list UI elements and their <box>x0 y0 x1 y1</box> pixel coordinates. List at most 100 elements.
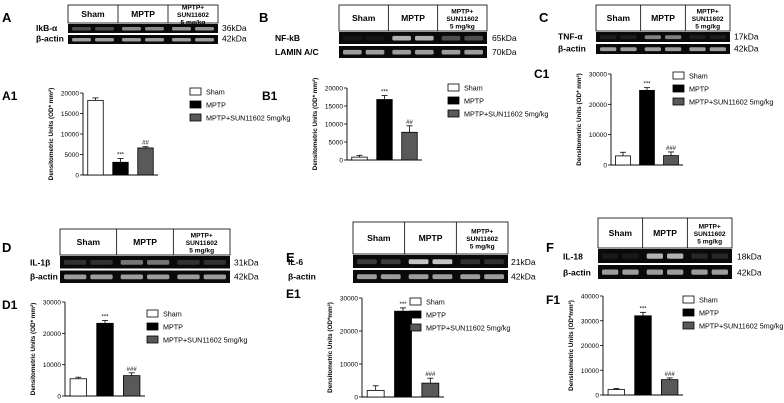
legend: Sham MPTP MPTP+SUN11602 5mg/kg <box>672 72 773 107</box>
protein-label: NF-kB <box>275 33 300 43</box>
y-tick-label: 0 <box>354 395 358 402</box>
subpanel-label: C1 <box>534 67 550 81</box>
blot-band <box>120 274 143 280</box>
legend-swatch <box>682 308 695 317</box>
y-tick-label: 15000 <box>61 111 79 118</box>
significance-label: *** <box>381 90 389 96</box>
subpanel-label: F1 <box>546 293 560 307</box>
lane-label: MPTP+ <box>451 8 473 15</box>
subpanel-label: A1 <box>2 89 18 103</box>
legend-swatch <box>409 297 422 306</box>
lane-label: MPTP <box>133 237 157 247</box>
y-tick-label: 15000 <box>325 104 343 111</box>
bar-chart: 0 5000 10000 15000 20000 Densitometric Units … <box>312 78 422 170</box>
y-tick-label: 20000 <box>340 329 358 336</box>
kda-label: 21kDa <box>511 257 536 267</box>
blot-band <box>64 274 87 280</box>
bar-sun <box>401 131 418 161</box>
control-label: LAMIN A/C <box>275 47 319 57</box>
lane-label: 5 mg/kg <box>450 24 475 31</box>
y-tick-label: 20000 <box>581 343 599 350</box>
y-axis-label: Densitometric Units (OD* mm²) <box>576 73 583 165</box>
significance-label: ### <box>425 372 436 378</box>
blot-band <box>484 259 504 265</box>
legend-label: Sham <box>689 72 708 81</box>
control-kda-label: 42kDa <box>737 267 762 277</box>
blot-band <box>600 35 617 40</box>
panel-letter: C <box>539 10 549 25</box>
subpanel-label: D1 <box>2 298 18 312</box>
lane-label: 5 mg/kg <box>470 244 495 251</box>
blot-band <box>343 49 362 55</box>
blot-band <box>357 274 377 280</box>
legend-label: MPTP <box>464 97 484 106</box>
legend-label: Sham <box>426 298 445 307</box>
legend-label: MPTP+SUN11602 5mg/kg <box>689 98 773 107</box>
blot-band <box>72 27 91 31</box>
kda-label: 36kDa <box>222 23 247 33</box>
lane-label: 5 mg/kg <box>189 248 214 255</box>
significance-label: *** <box>117 153 125 159</box>
legend-label: Sham <box>699 296 718 305</box>
lane-label: Sham <box>367 233 391 243</box>
blot-band <box>644 47 661 52</box>
blot-band <box>441 35 461 41</box>
legend-label: MPTP <box>426 311 446 320</box>
legend: Sham MPTP MPTP+SUN11602 5mg/kg <box>447 84 548 119</box>
y-tick-label: 30000 <box>581 318 599 325</box>
bar-mptp <box>394 310 412 398</box>
lane-label: MPTP+ <box>191 232 213 239</box>
kda-label: 65kDa <box>492 33 517 43</box>
significance-label: *** <box>639 306 647 312</box>
bar-sham <box>615 155 631 166</box>
blot-band <box>484 274 504 280</box>
lane-label: Sham <box>352 13 376 23</box>
blot-band <box>380 274 401 280</box>
blot-band <box>464 35 483 41</box>
lane-label: MPTP <box>401 13 425 23</box>
legend-swatch <box>672 84 685 93</box>
bar-sun <box>137 147 154 176</box>
bar-sun <box>663 155 679 166</box>
blot-band <box>72 38 91 42</box>
y-tick-label: 30000 <box>340 296 358 303</box>
legend-swatch <box>447 109 460 118</box>
control-blot-strip <box>68 35 218 44</box>
legend: Sham MPTP MPTP+SUN11602 5mg/kg <box>146 310 247 345</box>
legend-label: MPTP+SUN11602 5mg/kg <box>699 322 783 331</box>
blot-band <box>172 38 191 42</box>
y-axis-label: Densitometric Units (OD*mm²) <box>327 302 334 393</box>
kda-label: 31kDa <box>234 257 259 267</box>
target-blot-strip <box>60 256 230 269</box>
legend: Sham MPTP MPTP+SUN11602 5mg/kg <box>189 88 290 123</box>
y-tick-label: 10000 <box>340 362 358 369</box>
blot-band <box>689 35 706 40</box>
control-label: β-actin <box>288 272 316 282</box>
blot-band <box>90 260 113 265</box>
blot-band <box>177 260 200 265</box>
lane-label: SUN11602 <box>694 231 726 238</box>
lane-label: SUN11602 <box>466 236 498 243</box>
lane-label: 5 mg/kg <box>695 24 720 31</box>
legend-label: Sham <box>163 310 182 319</box>
lane-label: MPTP+ <box>471 228 493 235</box>
y-tick-label: 30000 <box>43 300 61 307</box>
legend-swatch <box>146 322 159 331</box>
y-axis-label: Densitometric Units (OD* mm²) <box>48 88 55 180</box>
blot-header-box <box>595 4 731 32</box>
target-blot-strip <box>353 255 508 268</box>
blot-band <box>147 274 170 280</box>
bar-chart: 0 10000 20000 30000 40000 Densitometric Units… <box>568 294 683 400</box>
lane-label: MPTP <box>419 233 443 243</box>
y-tick-label: 10000 <box>61 132 79 139</box>
control-blot-strip <box>353 270 508 283</box>
control-blot-strip <box>60 270 230 283</box>
y-tick-label: 5000 <box>329 140 344 147</box>
blot-band <box>600 47 617 52</box>
y-tick-label: 0 <box>595 393 599 400</box>
y-tick-label: 10000 <box>43 362 61 369</box>
